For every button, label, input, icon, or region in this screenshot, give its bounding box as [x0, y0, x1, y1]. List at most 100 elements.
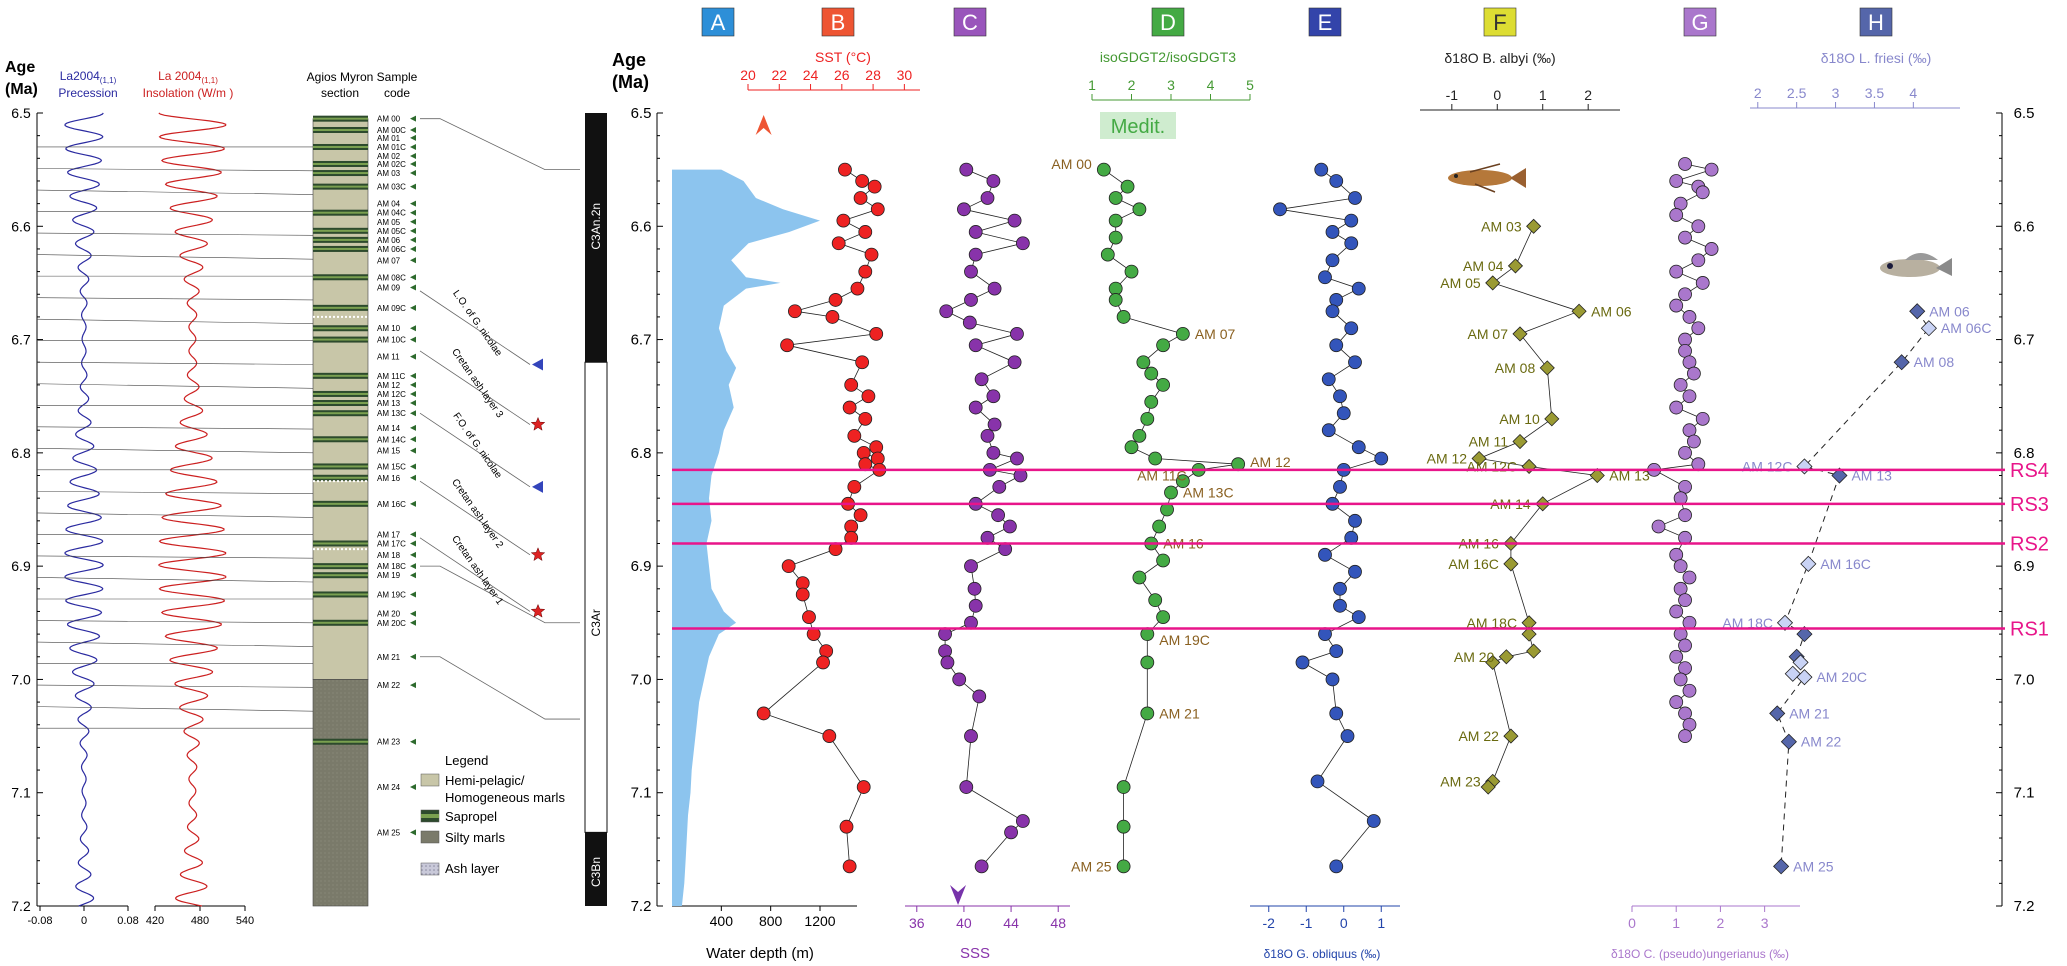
chron-label: C3Bn	[589, 857, 603, 887]
insolation-tick-label: 540	[236, 915, 254, 927]
panel-letter: A	[711, 10, 726, 35]
friesi-point	[1920, 320, 1937, 337]
gdgt-point	[1132, 570, 1147, 585]
albyi-tick-label: -1	[1446, 87, 1459, 103]
right-age-axis-tick-label: 6.7	[631, 332, 652, 349]
gdgt-point	[1100, 247, 1115, 262]
obliquus-point	[1333, 389, 1347, 404]
sss-point	[1002, 519, 1017, 534]
sss-point	[980, 428, 995, 443]
medit-label: Medit.	[1111, 116, 1165, 138]
gdgt-point	[1156, 553, 1170, 568]
gdgt-tick-label: 2	[1128, 77, 1136, 93]
sample-code-label: AM 18C	[377, 562, 406, 571]
chron-normal	[585, 832, 607, 906]
sample-marker-icon	[410, 284, 416, 291]
friesi-tick-label: 3.5	[1865, 85, 1885, 101]
sample-code-label: AM 23	[377, 738, 401, 747]
sss-point	[968, 400, 983, 415]
right-age-axis-tick-label: 6.9	[631, 558, 652, 575]
right-age-axis-tick-label: 6.5	[631, 105, 652, 122]
sample-code-label: AM 09C	[377, 304, 406, 313]
albyi-tick-label: 2	[1584, 87, 1592, 103]
insolation-title: La 2004(1,1)	[158, 69, 218, 85]
sss-point	[986, 174, 1001, 188]
sample-code-label: AM 13	[377, 399, 401, 408]
sample-code-label: AM 20	[377, 610, 401, 619]
fish-icon-albyi	[1448, 163, 1526, 193]
insolation-curve	[157, 112, 227, 907]
right-age-unit: (Ma)	[612, 72, 649, 92]
sample-code-label: AM 19C	[377, 590, 406, 599]
tie-line	[420, 118, 580, 171]
gdgt-sample-label: AM 00	[1051, 156, 1092, 172]
friesi-sample-label: AM 06C	[1941, 320, 1992, 336]
gdgt-tick-label: 1	[1088, 77, 1096, 93]
gdgt-point	[1156, 338, 1170, 353]
sst-point	[781, 559, 796, 574]
albyi-point	[1480, 779, 1496, 795]
sss-tick-label: 48	[1050, 915, 1066, 931]
obliquus-line	[1279, 169, 1383, 867]
sample-marker-icon	[410, 463, 416, 470]
albyi-sample-label: AM 03	[1481, 218, 1522, 234]
sample-marker-icon	[410, 200, 416, 207]
water-depth-area	[672, 169, 820, 907]
friesi-point	[1776, 614, 1794, 631]
gdgt-point	[1108, 213, 1123, 228]
sst-point	[756, 706, 771, 721]
section-sapropel-band	[313, 565, 368, 568]
section-silty-marls	[312, 679, 369, 907]
correlation-line	[36, 620, 314, 624]
sample-code-label: AM 05	[377, 218, 401, 227]
sample-marker-icon	[410, 410, 416, 417]
sst-tick-label: 20	[740, 67, 756, 83]
rs-label: RS3	[2010, 494, 2049, 516]
albyi-sample-label: AM 20	[1454, 649, 1495, 665]
friesi-sample-label: AM 18C	[1722, 615, 1773, 631]
correlation-line	[36, 448, 314, 454]
albyi-sample-label: AM 08	[1495, 360, 1536, 376]
ungerianus-point	[1695, 276, 1710, 290]
sss-point	[964, 729, 978, 743]
friesi-sample-label: AM 06	[1929, 303, 1970, 319]
sample-code-label: AM 00	[377, 115, 401, 124]
friesi-sample-label: AM 21	[1789, 705, 1830, 721]
gdgt-point	[1108, 230, 1123, 245]
friesi-point	[1800, 555, 1817, 572]
albyi-sample-label: AM 07	[1468, 326, 1509, 342]
sss-point	[987, 417, 1002, 432]
sst-tick-label: 24	[803, 67, 819, 83]
obliquus-point	[1344, 236, 1359, 251]
legend-item-marls-2: Homogeneous marls	[445, 790, 565, 805]
albyi-sample-label: AM 12C	[1467, 458, 1518, 474]
sss-point	[968, 338, 983, 353]
obliquus-tick-label: -1	[1300, 915, 1313, 931]
gdgt-point	[1116, 859, 1131, 874]
ungerianus-point	[1691, 219, 1706, 234]
water-depth-tick-label: 400	[710, 913, 734, 929]
ungerianus-point	[1695, 185, 1710, 200]
sample-marker-icon	[410, 682, 416, 689]
section-sapropel-band	[313, 338, 368, 341]
sample-code-label: AM 16	[377, 474, 401, 483]
gdgt-point	[1140, 655, 1155, 670]
albyi-point	[1503, 728, 1519, 744]
albyi-point	[1503, 556, 1519, 572]
sss-arrow-icon	[950, 885, 967, 905]
albyi-title: δ18O B. albyi (‰)	[1444, 50, 1555, 66]
sample-code-label: AM 25	[377, 828, 401, 837]
sample-marker-icon	[410, 738, 416, 745]
obliquus-point	[1348, 355, 1362, 370]
obliquus-point	[1351, 610, 1366, 625]
gdgt-point	[1175, 327, 1190, 341]
sample-marker-icon	[410, 209, 416, 216]
section-sapropel-band	[313, 402, 368, 405]
section-title-2: section	[321, 86, 359, 100]
sss-point	[1007, 213, 1022, 228]
tie-line	[420, 565, 580, 624]
far-right-age-axis-tick-label: 6.6	[2014, 218, 2035, 235]
gdgt-point	[1156, 610, 1170, 625]
panel-letters: A B C D E F G H	[701, 7, 1893, 37]
sample-marker-icon	[410, 572, 416, 579]
